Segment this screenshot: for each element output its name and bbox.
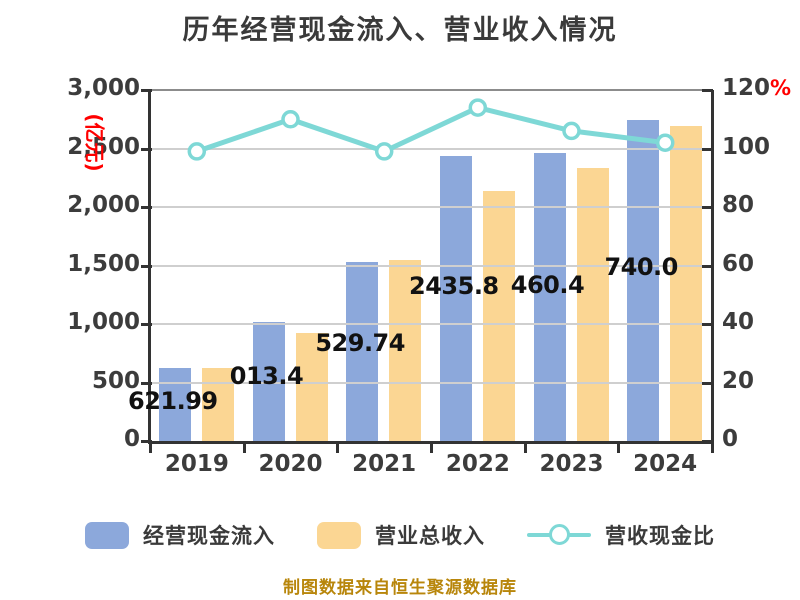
right-axis-tick-label: 120 — [722, 75, 771, 101]
left-axis-tick-label: 2,500 — [67, 133, 140, 160]
x-axis-tick — [430, 441, 433, 453]
left-axis-tick-label: 0 — [123, 426, 140, 452]
left-axis-tick-label: 1,000 — [67, 309, 140, 335]
bar-cash-inflow-2023 — [533, 153, 566, 441]
bar-value-label-2022: 2435.8 — [409, 272, 499, 301]
right-axis-tick — [702, 264, 713, 268]
legend-item-total-revenue: 营业总收入 — [317, 520, 485, 550]
left-axis-tick — [141, 264, 152, 268]
left-axis-tick — [141, 89, 152, 92]
bar-total-revenue-2022 — [482, 190, 515, 441]
bar-value-label-2024: 740.0 — [604, 252, 678, 281]
bar-value-label-2019: 621.99 — [128, 386, 218, 415]
legend-item-cash-ratio: 营收现金比 — [527, 520, 715, 550]
bar-total-revenue-2024 — [670, 126, 703, 441]
left-axis-tick-label: 3,000 — [67, 75, 140, 101]
x-axis-tick — [523, 441, 527, 453]
bar-value-label-2023: 460.4 — [510, 270, 585, 299]
left-axis-tick — [141, 206, 152, 209]
x-axis-year-label: 2019 — [164, 451, 229, 477]
chart-title: 历年经营现金流入、营业收入情况 — [182, 15, 618, 46]
bar-value-label-2020: 013.4 — [229, 361, 304, 390]
marker-circle — [549, 524, 570, 545]
x-axis-year-label: 2024 — [633, 451, 698, 477]
x-axis-year-label: 2020 — [258, 451, 323, 477]
left-axis-tick — [141, 323, 152, 326]
bar-total-revenue-2019 — [201, 367, 234, 441]
right-axis-tick-label: 20 — [722, 367, 755, 394]
left-axis-unit-label: (亿元) — [82, 113, 107, 172]
left-axis-tick-label: 500 — [91, 367, 140, 394]
x-axis-year-label: 2023 — [539, 451, 604, 477]
gridline-500 — [150, 381, 712, 384]
x-axis-year-label: 2022 — [445, 451, 510, 477]
left-axis-tick — [141, 440, 152, 443]
gridline-2500 — [150, 147, 712, 150]
x-axis-year-label: 2021 — [352, 451, 417, 477]
right-axis-tick — [702, 206, 713, 209]
cash-ratio-line-circle-marker — [527, 524, 591, 546]
left-axis-tick — [141, 381, 152, 385]
bar-total-revenue-2021 — [389, 260, 422, 441]
right-axis-tick-label: 0 — [722, 426, 739, 452]
legend-label-cash-inflow: 经营现金流入 — [143, 524, 275, 548]
bar-value-label-2021: 529.74 — [315, 329, 405, 358]
data-source-caption: 制图数据来自恒生聚源数据库 — [283, 578, 517, 598]
gridline-1000 — [150, 323, 712, 325]
gridline-3000 — [150, 89, 712, 91]
right-axis-tick — [702, 440, 713, 443]
right-axis-tick-label: 60 — [722, 250, 755, 277]
right-axis-tick — [702, 147, 713, 151]
right-axis-tick — [702, 323, 713, 326]
x-axis-tick — [242, 441, 246, 453]
x-axis-tick — [336, 441, 340, 453]
total-revenue-swatch — [317, 521, 361, 549]
legend-label-total-revenue: 营业总收入 — [375, 524, 485, 548]
right-axis-tick-label: 80 — [722, 192, 755, 218]
cash-inflow-swatch — [85, 521, 129, 549]
gridline-1500 — [150, 264, 712, 267]
left-axis-tick-label: 1,500 — [67, 250, 140, 277]
legend-label-cash-ratio: 营收现金比 — [605, 524, 715, 548]
gridline-2000 — [150, 206, 712, 208]
right-axis-tick-label: 100 — [722, 133, 771, 160]
left-axis-tick — [141, 147, 152, 151]
bar-total-revenue-2020 — [295, 333, 328, 441]
right-axis-tick-label: 40 — [722, 309, 755, 335]
left-axis-tick-label: 2,000 — [67, 192, 140, 218]
right-axis-unit-label: % — [770, 76, 792, 100]
x-axis-tick — [617, 441, 621, 453]
bar-cash-inflow-2019 — [158, 368, 191, 441]
legend-item-cash-inflow: 经营现金流入 — [85, 520, 275, 550]
right-axis-tick — [702, 89, 713, 92]
legend: 经营现金流入 营业总收入 营收现金比 — [0, 516, 800, 554]
x-axis-tick — [711, 441, 714, 453]
bar-cash-inflow-2022 — [439, 156, 472, 441]
bar-total-revenue-2023 — [576, 168, 609, 441]
bar-cash-inflow-2024 — [627, 120, 660, 441]
right-axis-tick — [702, 381, 713, 385]
x-axis-tick — [149, 441, 152, 453]
bar-cash-inflow-2021 — [346, 262, 379, 441]
